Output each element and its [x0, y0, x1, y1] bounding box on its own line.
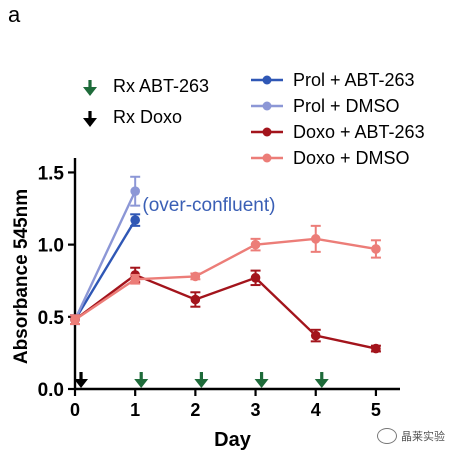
data-point	[310, 330, 321, 341]
data-point	[130, 215, 140, 225]
treatment-legend-arrow	[83, 111, 97, 127]
legend-label: Prol + ABT-263	[293, 70, 415, 90]
panel-label: a	[8, 2, 21, 27]
series-line	[73, 190, 137, 321]
y-tick-label: 0.5	[38, 308, 65, 329]
x-tick-label: 0	[70, 400, 80, 420]
treatment-legend-arrow-head	[83, 118, 97, 127]
treatment-legend-arrow-head	[83, 87, 97, 96]
treatment-legend: Rx ABT-263 Rx Doxo	[83, 76, 209, 127]
chart-annotation: (over-confluent)	[142, 195, 275, 216]
data-point	[371, 244, 381, 254]
series-line	[74, 273, 377, 350]
watermark: 晶莱实验	[377, 428, 445, 444]
y-tick-label: 1.0	[38, 236, 64, 257]
data-point	[250, 239, 261, 250]
chart-axes: 0.0 0.5 1.0 1.5 0 1 2 3 4 5 Day Absorbance 545nm	[11, 158, 400, 451]
series-doxo-abt-263	[70, 266, 381, 354]
legend-marker	[262, 127, 272, 137]
legend-label: Prol + DMSO	[293, 96, 400, 116]
x-tick-label: 2	[190, 400, 200, 420]
x-tick-label: 5	[371, 400, 381, 420]
treatment-arrow-day-head	[314, 379, 329, 388]
treatment-legend-arrow	[83, 80, 97, 96]
data-point	[190, 271, 201, 282]
treatment-arrow-day	[194, 372, 209, 388]
legend-marker	[262, 75, 272, 85]
series-line	[74, 237, 377, 321]
treatment-arrows	[74, 372, 329, 388]
data-point	[130, 274, 140, 285]
x-tick-label: 4	[311, 400, 321, 420]
treatment-legend-label: Rx ABT-263	[113, 76, 209, 96]
data-point	[190, 294, 201, 305]
series-doxo-dmso	[70, 224, 381, 326]
data-point	[250, 273, 261, 283]
treatment-arrow-day	[134, 372, 149, 388]
y-tick-label: 0.0	[38, 380, 64, 401]
treatment-arrow-day-head	[254, 379, 269, 388]
data-point	[70, 314, 80, 325]
treatment-legend-label: Rx Doxo	[113, 107, 182, 127]
y-tick-label: 1.5	[38, 163, 65, 184]
treatment-arrow-day-head	[134, 379, 149, 388]
x-tick-label: 3	[251, 400, 261, 420]
legend-marker	[262, 153, 272, 163]
data-point	[310, 234, 321, 244]
series-legend: Prol + ABT-263 Prol + DMSO Doxo + ABT-263 D…	[251, 70, 425, 168]
legend-label: Doxo + DMSO	[293, 148, 410, 168]
legend-marker	[262, 101, 272, 111]
series-line	[73, 219, 137, 321]
x-tick-label: 1	[130, 400, 140, 420]
y-axis-label: Absorbance 545nm	[11, 189, 32, 364]
data-point	[371, 343, 381, 354]
treatment-arrow-day-head	[74, 379, 89, 388]
data-point	[130, 186, 140, 197]
legend-label: Doxo + ABT-263	[293, 122, 425, 142]
treatment-arrow-day	[74, 372, 89, 388]
series-prol-dmso	[70, 175, 141, 326]
x-axis-label: Day	[214, 429, 252, 451]
treatment-arrow-day	[314, 372, 329, 388]
treatment-arrow-day	[254, 372, 269, 388]
treatment-arrow-day-head	[194, 379, 209, 388]
watermark-text: 晶莱实验	[401, 430, 445, 443]
chart-marks	[70, 175, 381, 354]
wechat-icon	[377, 428, 397, 444]
